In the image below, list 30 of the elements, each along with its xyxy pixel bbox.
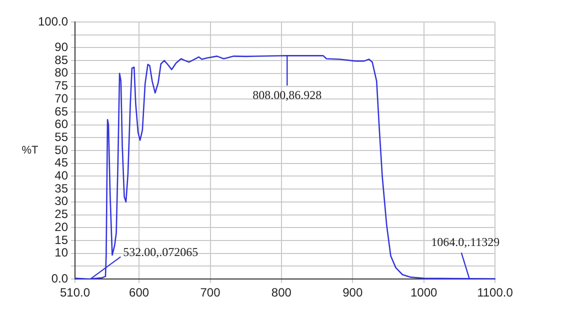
y-tick-label: 0.0: [51, 271, 68, 286]
y-axis-title: %T: [22, 144, 39, 157]
y-tick-label: 20: [54, 220, 68, 234]
y-tick-label: 60: [54, 117, 68, 132]
y-tick-label: 45: [54, 156, 68, 170]
x-tick-label: 700: [200, 286, 221, 300]
x-tick-label: 1000: [410, 286, 438, 300]
y-tick-label: 55: [54, 130, 68, 144]
x-tick-label: 600: [129, 286, 150, 300]
y-tick-label: 30: [54, 194, 68, 208]
x-tick-label: 510.0: [60, 286, 90, 300]
y-tick-label: 25: [54, 207, 68, 222]
y-tick-label: 35: [54, 181, 68, 196]
y-tick-label: 70: [54, 91, 68, 106]
y-tick-label: 40: [54, 168, 68, 183]
y-tick-label: 50: [54, 142, 68, 157]
annotation: 532.00,.072065: [123, 244, 198, 259]
x-tick-label: 800: [271, 286, 292, 300]
annotation: 808.00,86.928: [252, 88, 322, 102]
x-tick-label: 1100.0: [477, 286, 514, 300]
annotation: 1064.0,.11329: [431, 234, 500, 249]
y-tick-label: 80: [54, 66, 68, 80]
y-tick-label: 10: [54, 246, 68, 260]
y-tick-label: 90: [54, 40, 68, 54]
x-tick-label: 900: [342, 286, 363, 300]
y-tick-label: 15: [54, 232, 68, 247]
y-tick-label: 85: [54, 52, 68, 67]
y-tick-label: 65: [54, 104, 68, 118]
y-tick-label: 100.0: [38, 14, 68, 28]
y-tick-label: 75: [54, 78, 68, 93]
